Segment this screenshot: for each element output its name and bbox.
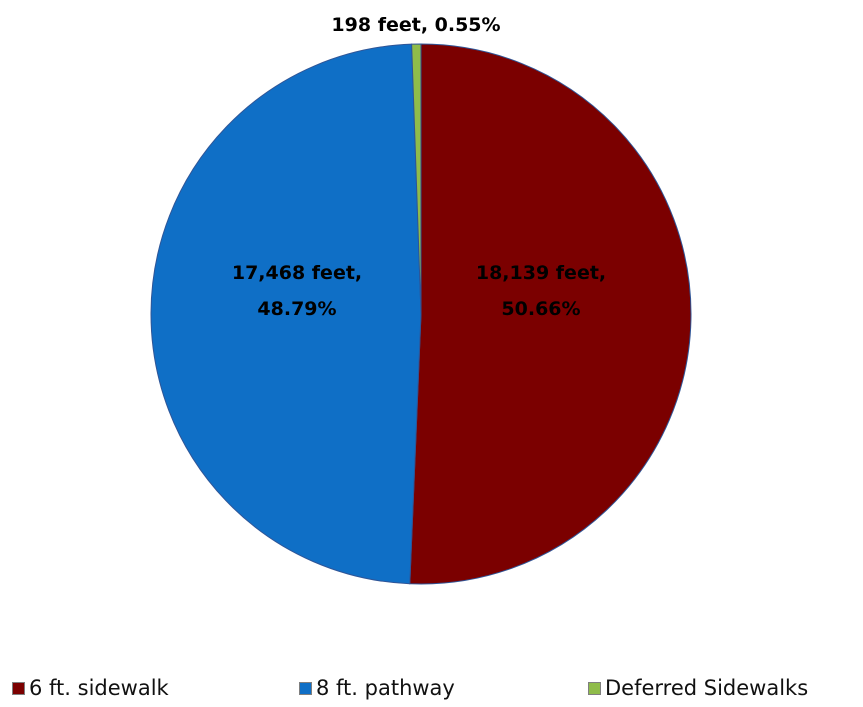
- pie-slice-6-ft-sidewalk: [409, 43, 692, 585]
- legend-label: 6 ft. sidewalk: [29, 676, 169, 700]
- legend-label: 8 ft. pathway: [316, 676, 455, 700]
- legend-item-deferred-sidewalks: Deferred Sidewalks: [588, 676, 808, 700]
- data-label-deferred-sidewalks: 198 feet, 0.55%: [331, 14, 500, 36]
- data-label-line: 18,139 feet,: [476, 262, 606, 284]
- legend-swatch-6ft-sidewalk: [12, 681, 25, 695]
- data-label-line: 50.66%: [501, 298, 580, 320]
- legend-swatch-deferred-sidewalks: [588, 681, 601, 695]
- pie-slice-deferred-sidewalks: [411, 43, 422, 315]
- legend: 6 ft. sidewalk 8 ft. pathway Deferred Si…: [0, 676, 863, 706]
- legend-item-6ft-sidewalk: 6 ft. sidewalk: [12, 676, 169, 700]
- legend-label: Deferred Sidewalks: [605, 676, 809, 700]
- data-label-6-ft-sidewalk: 18,139 feet, 50.66%: [476, 262, 606, 320]
- pie-slices: [150, 43, 692, 585]
- legend-item-8ft-pathway: 8 ft. pathway: [299, 676, 455, 700]
- pie-chart: 18,139 feet, 50.66% 17,468 feet, 48.79% 198 …: [150, 14, 692, 585]
- legend-swatch-8ft-pathway: [299, 681, 312, 695]
- pie-slice-8-ft-pathway: [150, 43, 422, 585]
- data-label-line: 48.79%: [257, 298, 336, 320]
- pie-data-labels: 18,139 feet, 50.66% 17,468 feet, 48.79% 198 …: [232, 14, 606, 320]
- data-label-line: 17,468 feet,: [232, 262, 362, 284]
- data-label-8-ft-pathway: 17,468 feet, 48.79%: [232, 262, 362, 320]
- data-label-line: 198 feet, 0.55%: [331, 14, 500, 36]
